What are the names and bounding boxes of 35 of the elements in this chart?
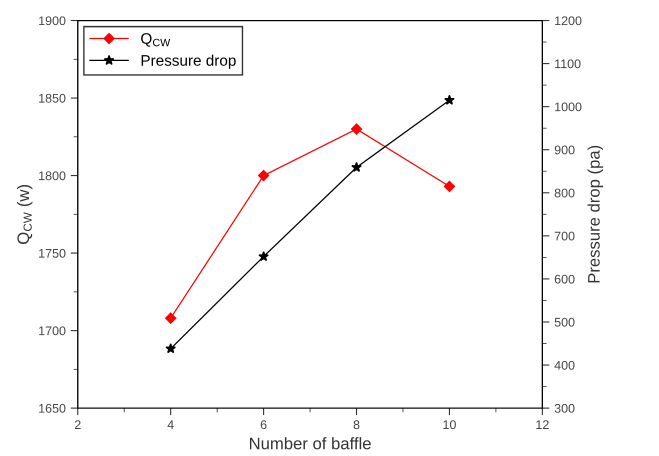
x-tick-label: 8 — [354, 420, 360, 430]
y2-tick-label: 1000 — [555, 102, 582, 112]
y2-tick-label: 300 — [554, 404, 575, 413]
y-tick-label: 1900 — [39, 16, 66, 26]
x-tick-label: 12 — [536, 420, 549, 429]
y2-tick-label: 400 — [554, 360, 575, 370]
point — [258, 170, 270, 182]
x-tick-label: 2 — [74, 420, 81, 429]
y-tick-label: 1850 — [39, 94, 66, 103]
point — [350, 123, 362, 135]
y2-tick-label: 700 — [554, 232, 575, 241]
legend-label: Pressure drop — [142, 54, 236, 69]
legend-label: Q$_{CW}$ — [141, 33, 170, 47]
y2-tick-label: 800 — [554, 188, 575, 198]
x-axis-title: Number of baffle — [250, 437, 371, 450]
y2-tick-label: 1200 — [555, 16, 582, 26]
point — [258, 250, 269, 262]
y2-tick-label: 500 — [554, 318, 575, 327]
y-axis-title: Q$_{CW}$ (w) — [16, 185, 32, 244]
x-tick-label: 6 — [260, 420, 267, 430]
x-tick-label: 10 — [443, 420, 456, 430]
point — [444, 94, 455, 105]
y2-tick-label: 900 — [554, 146, 575, 154]
point — [165, 343, 176, 354]
y2-tick-label: 600 — [554, 274, 575, 284]
y-tick-label: 1650 — [39, 404, 66, 413]
x-tick-label: 4 — [167, 420, 174, 429]
point — [444, 180, 456, 192]
y2-axis-title: Pressure drop (pa) — [588, 146, 604, 282]
y-tick-label: 1700 — [39, 326, 66, 336]
point — [165, 312, 176, 324]
y2-tick-label: 1100 — [555, 59, 581, 68]
y-tick-label: 1750 — [39, 248, 66, 258]
point — [351, 162, 362, 172]
y-tick-label: 1800 — [39, 171, 66, 180]
